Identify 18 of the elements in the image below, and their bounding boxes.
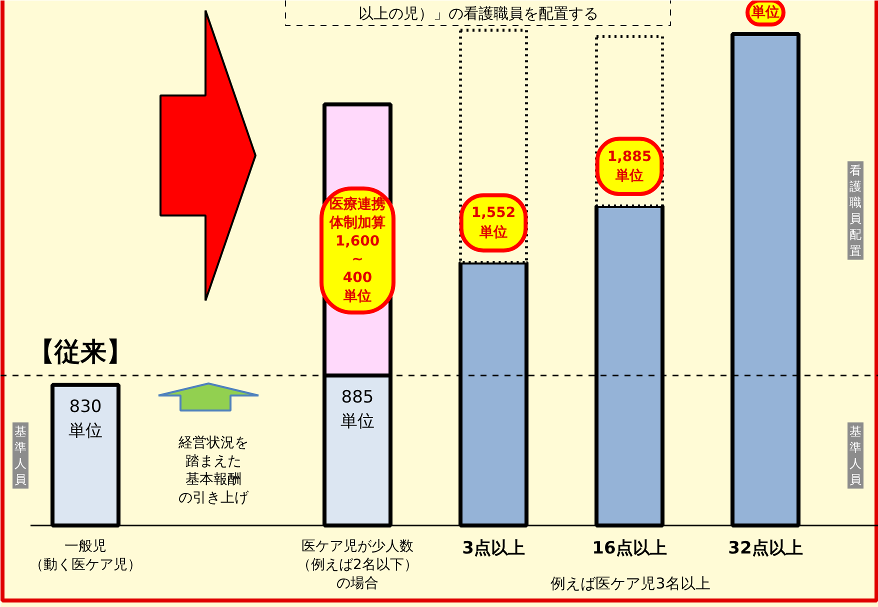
annotation: 基準人員 — [850, 424, 862, 487]
data-label: 1,552 単位 — [471, 205, 516, 240]
annotation: 基準人員 — [14, 424, 26, 487]
text: 例えば医ケア児3名以上 — [550, 574, 710, 592]
data-label: 885 単位 — [340, 388, 374, 432]
x-tick-label: 16点以上 — [592, 538, 667, 558]
text: 単位 — [750, 4, 780, 20]
annotation: 経営状況を踏まえた基本報酬の引き上げ — [178, 434, 250, 506]
annotation: 医療連携体制加算1,600~400単位 — [328, 196, 386, 304]
x-tick-label: 一般児（動く医ケア児） — [30, 538, 142, 573]
data-label: 830 単位 — [68, 396, 102, 441]
x-tick-label: 32点以上 — [728, 538, 803, 558]
annotation: 【従来】 — [28, 338, 132, 368]
x-tick-label: 3点以上 — [462, 538, 525, 558]
text: 以上の児）」の看護職員を配置する — [358, 4, 598, 22]
data-label: 1,885 単位 — [607, 148, 652, 184]
x-tick-label: 医ケア児が少人数（例えば2名以下）の場合 — [297, 538, 418, 592]
annotation: 看護職員配置 — [850, 163, 862, 258]
